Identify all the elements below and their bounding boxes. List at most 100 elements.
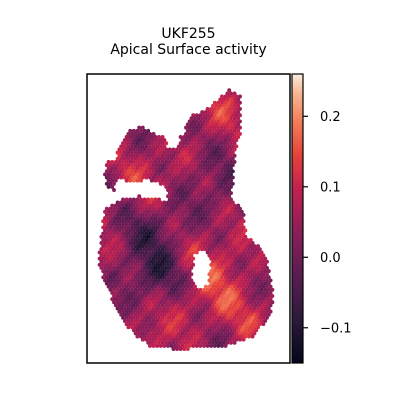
- spot: [171, 184, 176, 189]
- spot: [131, 203, 136, 208]
- spot: [207, 216, 212, 221]
- spot: [133, 262, 138, 267]
- spot: [162, 306, 167, 311]
- spot: [162, 212, 167, 217]
- spot: [185, 216, 190, 221]
- spot: [198, 144, 203, 149]
- spot: [101, 237, 106, 242]
- spot: [218, 178, 223, 183]
- spot: [178, 159, 183, 164]
- spot: [160, 272, 165, 277]
- spot: [122, 281, 127, 286]
- spot: [126, 244, 131, 249]
- spot: [216, 181, 221, 186]
- spot: [211, 265, 215, 270]
- spot: [173, 250, 178, 255]
- spot: [166, 206, 170, 211]
- spot: [119, 312, 124, 317]
- spot: [130, 250, 134, 255]
- spot: [151, 131, 156, 136]
- spot: [167, 153, 172, 158]
- spot: [155, 343, 160, 348]
- spot: [270, 294, 275, 298]
- spot: [164, 340, 169, 345]
- spot: [180, 287, 185, 292]
- spot: [124, 153, 129, 158]
- spot: [185, 135, 190, 139]
- spot: [164, 265, 169, 270]
- spot: [151, 212, 156, 217]
- spot: [209, 294, 214, 298]
- spot: [133, 156, 138, 161]
- spot: [211, 197, 215, 202]
- spot: [236, 284, 241, 289]
- spot: [212, 150, 217, 155]
- spot: [218, 303, 223, 308]
- spot: [218, 216, 223, 221]
- spot: [184, 181, 188, 186]
- spot: [185, 272, 190, 277]
- spot: [151, 331, 156, 336]
- spot: [234, 318, 239, 323]
- spot: [122, 287, 127, 292]
- spot: [137, 262, 142, 267]
- spot: [146, 166, 151, 171]
- spot: [139, 334, 143, 339]
- spot: [223, 237, 228, 242]
- spot: [144, 331, 149, 336]
- spot: [207, 172, 212, 177]
- spot: [221, 172, 226, 177]
- spot: [223, 294, 228, 298]
- spot: [198, 300, 203, 305]
- spot: [214, 315, 219, 320]
- spot: [142, 259, 147, 264]
- spot: [245, 312, 250, 317]
- spot: [148, 312, 152, 317]
- spot: [169, 306, 174, 311]
- spot: [259, 312, 264, 317]
- spot: [130, 269, 134, 274]
- spot: [126, 262, 131, 267]
- spot: [184, 206, 188, 211]
- spot: [247, 272, 251, 277]
- spot: [238, 125, 242, 130]
- spot: [212, 163, 217, 168]
- spot: [200, 191, 205, 196]
- spot: [229, 203, 233, 208]
- spot: [223, 281, 228, 286]
- spot: [218, 153, 223, 158]
- spot: [238, 256, 242, 261]
- spot: [146, 228, 151, 233]
- spot: [212, 262, 217, 267]
- spot: [171, 290, 176, 295]
- spot: [162, 144, 167, 149]
- spot: [221, 159, 226, 164]
- spot: [248, 262, 253, 267]
- spot: [238, 281, 242, 286]
- spot: [189, 247, 194, 252]
- spot: [191, 262, 196, 267]
- spot: [193, 234, 197, 239]
- spot: [164, 203, 169, 208]
- spot: [221, 203, 226, 208]
- spot: [223, 119, 228, 124]
- spot: [191, 131, 196, 136]
- spot: [146, 172, 151, 177]
- spot: [144, 287, 149, 292]
- spot: [193, 222, 197, 227]
- spot: [248, 269, 253, 274]
- spot: [121, 203, 125, 208]
- spot: [227, 131, 232, 136]
- spot: [185, 259, 190, 264]
- spot: [187, 138, 192, 143]
- spot: [225, 216, 230, 221]
- spot: [182, 297, 187, 302]
- spot: [223, 156, 228, 161]
- spot: [202, 144, 206, 149]
- spot: [113, 178, 118, 183]
- spot: [191, 237, 196, 242]
- spot: [153, 234, 158, 239]
- spot: [200, 116, 205, 121]
- spot: [151, 337, 156, 342]
- spot: [230, 125, 235, 130]
